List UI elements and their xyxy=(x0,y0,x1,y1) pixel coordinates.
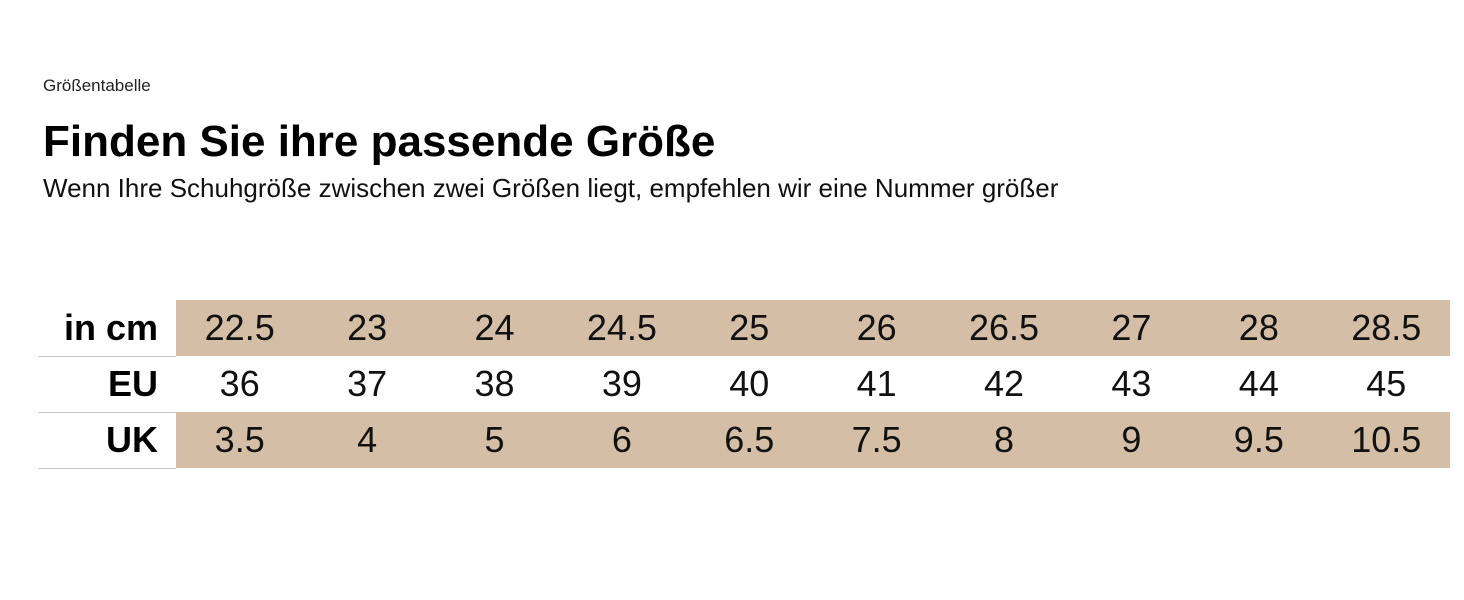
size-table: in cm 22.5 23 24 24.5 25 26 26.5 27 28 2… xyxy=(38,300,1450,469)
table-cell: 25 xyxy=(685,300,813,356)
table-cell: 5 xyxy=(430,412,559,468)
table-cell: 6.5 xyxy=(685,412,813,468)
row-label-eu: EU xyxy=(38,356,176,413)
table-cell: 4 xyxy=(303,412,431,468)
table-cell: 24.5 xyxy=(558,300,686,356)
table-cell: 22.5 xyxy=(176,300,304,356)
table-cell: 27 xyxy=(1067,300,1196,356)
table-cell: 7.5 xyxy=(812,412,941,468)
table-cell: 37 xyxy=(347,363,388,404)
table-cell: 43 xyxy=(1111,363,1152,404)
table-cell: 39 xyxy=(601,363,642,404)
page-title: Finden Sie ihre passende Größe xyxy=(43,117,716,166)
table-cell: 28 xyxy=(1195,300,1323,356)
table-cell: 10.5 xyxy=(1322,412,1450,468)
table-row-cm: in cm 22.5 23 24 24.5 25 26 26.5 27 28 2… xyxy=(38,300,1450,357)
row-label-uk: UK xyxy=(38,412,176,469)
table-cell: 36 xyxy=(219,363,260,404)
table-cell: 44 xyxy=(1238,363,1279,404)
page-eyebrow: Größentabelle xyxy=(43,76,151,95)
table-cell: 24 xyxy=(430,300,559,356)
table-cell: 26 xyxy=(812,300,941,356)
table-cell: 6 xyxy=(558,412,686,468)
table-cell: 9.5 xyxy=(1195,412,1323,468)
table-cell: 28.5 xyxy=(1322,300,1450,356)
table-cell: 40 xyxy=(729,363,770,404)
table-cell: 45 xyxy=(1366,363,1407,404)
table-cell: 41 xyxy=(856,363,897,404)
table-cell: 3.5 xyxy=(176,412,304,468)
row-label-cm: in cm xyxy=(38,300,176,357)
table-row-eu: EU 36 37 38 39 40 41 42 43 44 45 xyxy=(38,356,1450,413)
table-cell: 38 xyxy=(474,363,515,404)
table-cell: 26.5 xyxy=(940,300,1068,356)
table-cell: 42 xyxy=(984,363,1025,404)
table-cell: 23 xyxy=(303,300,431,356)
page-subtitle: Wenn Ihre Schuhgröße zwischen zwei Größe… xyxy=(43,173,1059,203)
table-cell: 8 xyxy=(940,412,1068,468)
table-cell: 9 xyxy=(1067,412,1196,468)
table-row-uk: UK 3.5 4 5 6 6.5 7.5 8 9 9.5 10.5 xyxy=(38,412,1450,469)
